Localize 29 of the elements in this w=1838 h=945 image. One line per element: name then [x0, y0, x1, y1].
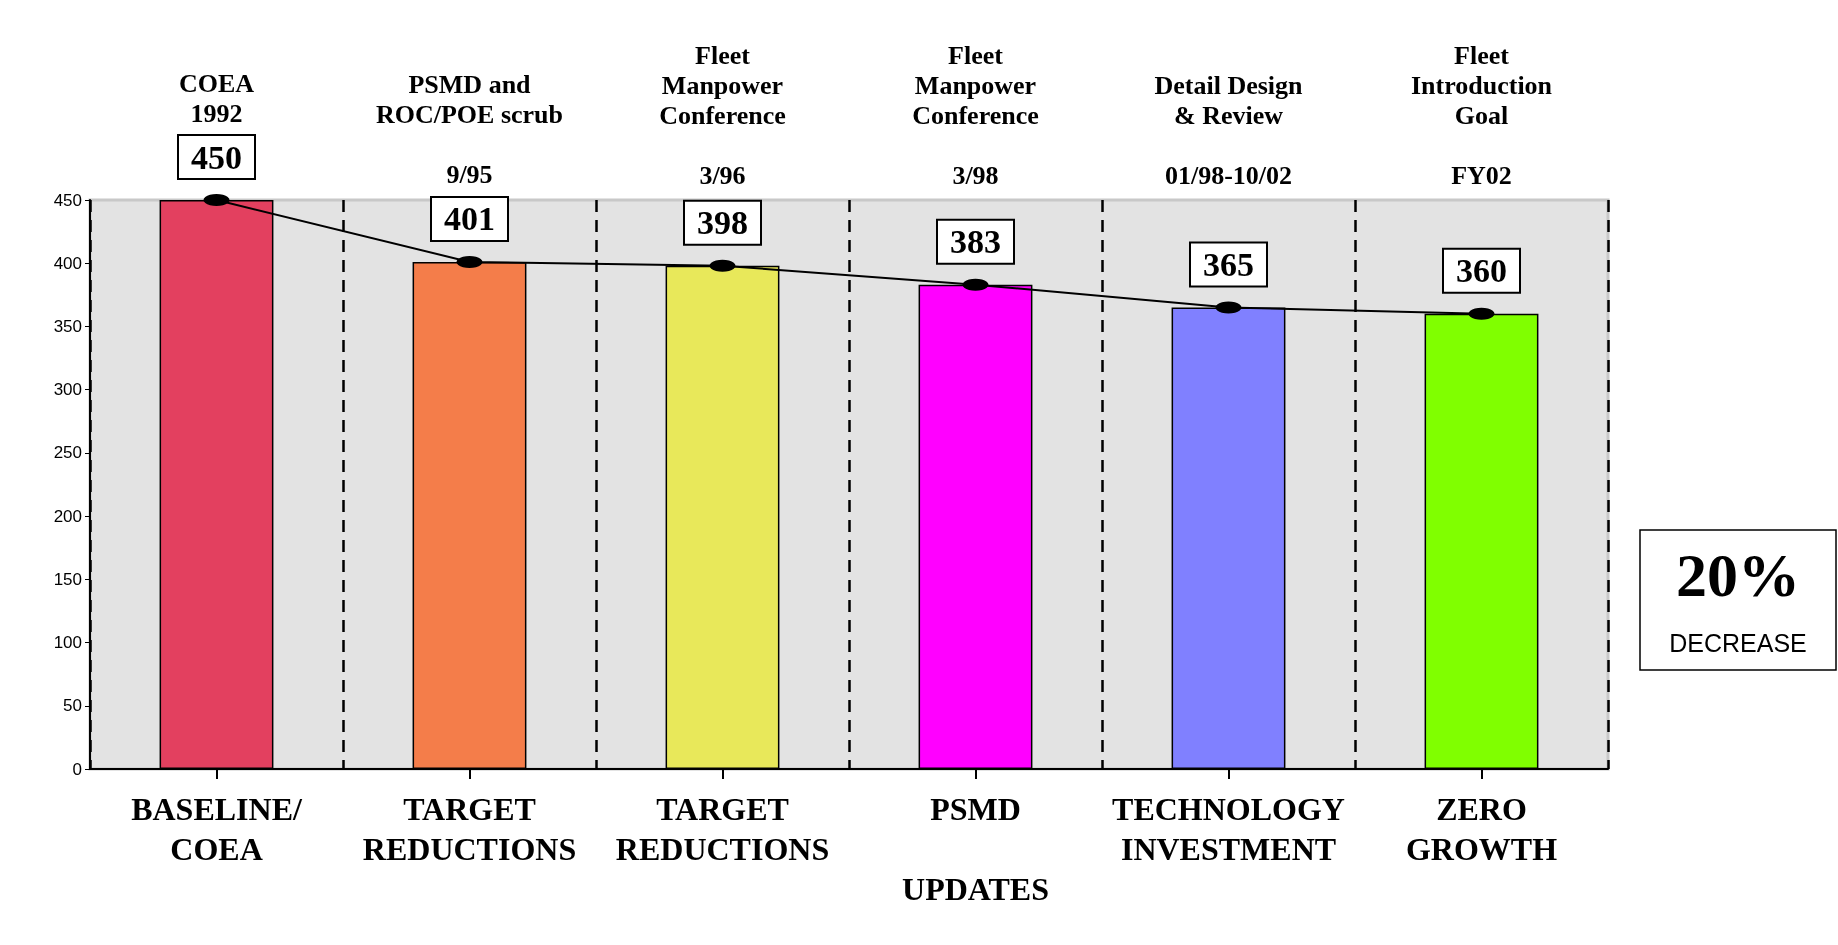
x-tick-label: BASELINE/ COEA — [131, 791, 303, 867]
y-tick-label: 0 — [72, 759, 82, 779]
text: COEA 1992 — [178, 68, 255, 128]
data-label: 450 — [191, 138, 242, 176]
x-tick-label: TARGET REDUCTIONS — [615, 791, 830, 867]
data-label: 365 — [1203, 245, 1254, 283]
data-label: 360 — [1456, 252, 1507, 290]
text: 20% DECREASE — [1669, 541, 1807, 657]
text: PSMD and ROC/POE scrub 9/95 — [375, 70, 564, 190]
text: Fleet Introduction Goal FY02 — [1410, 40, 1553, 190]
category-label: PSMD UPDATES — [902, 791, 1049, 907]
y-tick-label: 50 — [63, 696, 82, 716]
text: Fleet Manpower Conference 3/96 — [659, 40, 786, 190]
y-tick-label: 400 — [53, 253, 82, 273]
y-tick-label: 250 — [53, 443, 82, 463]
data-label: 398 — [697, 204, 748, 242]
x-tick-label: ZERO GROWTH — [1405, 791, 1558, 867]
data-label: 383 — [950, 223, 1001, 261]
y-tick-label: 100 — [53, 633, 82, 653]
y-tick-label: 300 — [53, 380, 82, 400]
x-tick-label: TARGET REDUCTIONS — [362, 791, 577, 867]
y-tick-label: 350 — [53, 316, 82, 336]
text: Fleet Manpower Conference 3/98 — [912, 40, 1039, 190]
text: Detail Design & Review 01/98-10/02 — [1154, 70, 1304, 190]
y-tick-label: 200 — [53, 506, 82, 526]
y-tick-label: 150 — [53, 569, 82, 589]
data-label: 401 — [444, 200, 495, 238]
x-tick-label: TECHNOLOGY INVESTMENT — [1112, 791, 1345, 867]
y-tick-label: 450 — [53, 190, 82, 210]
